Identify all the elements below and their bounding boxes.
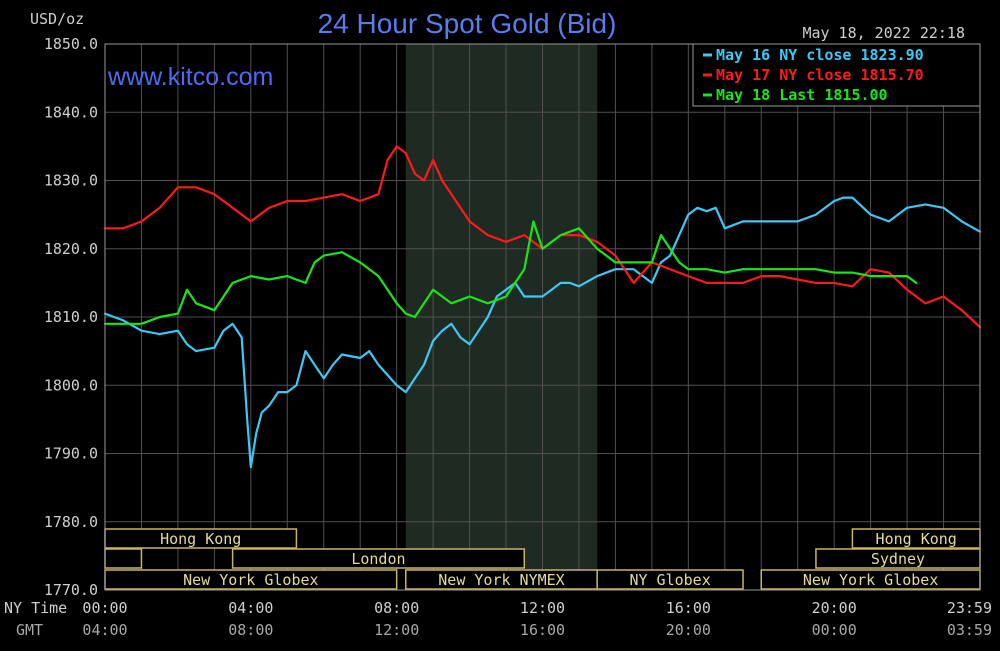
x-tick-label-gmt: 03:59 [947, 621, 992, 639]
series-line-2 [103, 145, 982, 329]
session-label: New York Globex [183, 571, 318, 589]
y-axis-label: USD/oz [30, 10, 84, 28]
y-tick-label: 1770.0 [44, 581, 98, 599]
legend-box [692, 43, 981, 107]
legend: May 16 NY close 1823.90 May 17 NY close 1… [692, 43, 981, 107]
legend-entry: May 17 NY close 1815.70 [716, 66, 924, 84]
timestamp: May 18, 2022 22:18 [802, 24, 965, 42]
x-tick-label-ny: 04:00 [228, 599, 273, 617]
y-tick-label: 1780.0 [44, 513, 98, 531]
plot-frame [104, 43, 981, 591]
y-tick-label: 1800.0 [44, 376, 98, 394]
session-label: Hong Kong [876, 530, 957, 548]
session-label: NY Globex [629, 571, 710, 589]
y-tick-label: 1790.0 [44, 445, 98, 463]
x-tick-label-gmt: 04:00 [82, 621, 127, 639]
series-lines [103, 145, 982, 469]
x-tick-label-ny: 00:00 [82, 599, 127, 617]
y-tick-label: 1840.0 [44, 103, 98, 121]
watermark: www.kitco.com [107, 63, 273, 91]
x-tick-label-gmt: 12:00 [374, 621, 419, 639]
x-row-label-gmt: GMT [16, 621, 43, 639]
y-tick-label: 1830.0 [44, 172, 98, 190]
x-tick-label-ny: 23:59 [947, 599, 992, 617]
legend-entry: May 16 NY close 1823.90 [716, 46, 924, 64]
x-tick-label-gmt: 00:00 [812, 621, 857, 639]
session-label: Hong Kong [160, 530, 241, 548]
y-tick-label: 1810.0 [44, 308, 98, 326]
session-bar [104, 548, 143, 569]
x-tick-label-ny: 20:00 [812, 599, 857, 617]
x-tick-label-ny: 08:00 [374, 599, 419, 617]
session-bar [231, 548, 526, 569]
series-line-1 [103, 196, 982, 469]
session-label: Sydney [871, 550, 925, 568]
session-bar [596, 569, 744, 590]
x-tick-label-gmt: 20:00 [666, 621, 711, 639]
x-row-label-ny: NY Time [4, 599, 67, 617]
session-label: New York NYMEX [438, 571, 564, 589]
y-tick-label: 1820.0 [44, 240, 98, 258]
series-line-3 [103, 220, 918, 325]
trading-sessions: Hong Kong Hong Kong London Sydney New York G… [104, 528, 981, 590]
y-axis-ticks: 1850.0 1840.0 1830.0 1820.0 1810.0 1800.0 1790… [44, 35, 98, 599]
legend-entry: May 18 Last 1815.00 [716, 86, 888, 104]
chart-title: 24 Hour Spot Gold (Bid) [318, 8, 617, 39]
x-tick-label-gmt: 08:00 [228, 621, 273, 639]
x-tick-label-ny: 16:00 [666, 599, 711, 617]
session-label: New York Globex [803, 571, 938, 589]
x-tick-label-gmt: 16:00 [520, 621, 565, 639]
y-tick-label: 1850.0 [44, 35, 98, 53]
x-tick-label-ny: 12:00 [520, 599, 565, 617]
session-label: London [351, 550, 405, 568]
x-axis-ticks: 00:00 04:00 04:00 08:00 08:00 12:00 12:00 16:00… [82, 599, 992, 639]
